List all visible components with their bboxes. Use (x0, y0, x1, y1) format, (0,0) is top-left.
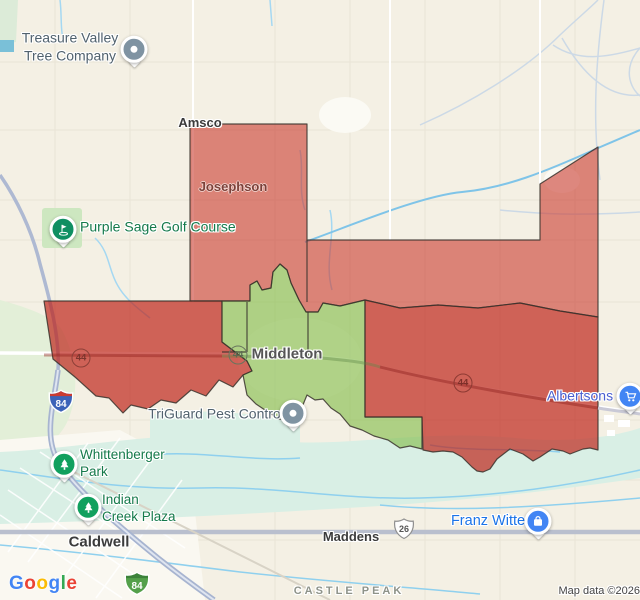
svg-text:26: 26 (399, 524, 409, 534)
place-label-maddens: Maddens (322, 528, 380, 544)
poi-pin-indian-creek[interactable] (74, 493, 102, 526)
place-label-caldwell: Caldwell (68, 533, 130, 551)
poi-label-indian-creek[interactable]: Indian Creek Plaza (102, 492, 176, 526)
place-label-amsco: Amsco (178, 114, 222, 130)
poi-pin-whittenberger[interactable] (50, 450, 78, 483)
label-line: Whittenberger (80, 447, 165, 463)
interstate-84-shield-icon: 84 (47, 389, 75, 420)
logo-letter: G (9, 573, 25, 594)
label-line: Tree Company (23, 47, 117, 63)
place-label-josephson: Josephson (198, 178, 268, 194)
logo-letter: o (24, 573, 37, 594)
poi-label-purple-sage[interactable]: Purple Sage Golf Course (80, 218, 236, 235)
poi-label-whittenberger[interactable]: Whittenberger Park (80, 447, 165, 481)
state-route-44-shield-icon: 44 (71, 348, 91, 368)
poi-pin-franz-witte[interactable] (524, 507, 552, 540)
us-26-shield-icon: 26 (393, 518, 415, 545)
state-route-44-shield-icon: 44 (453, 373, 473, 393)
park-tree-icon (74, 493, 102, 521)
label-line: Creek Plaza (102, 509, 176, 524)
poi-label-treasure-valley[interactable]: Treasure Valley Tree Company (22, 30, 118, 65)
place-label-castle-peak: CASTLE PEAK (293, 585, 405, 598)
shopping-cart-icon (616, 382, 640, 410)
territory-middleton[interactable] (221, 263, 423, 450)
poi-label-albertsons[interactable]: Albertsons (546, 387, 614, 404)
state-route-44-shield-icon: 44 (228, 345, 248, 365)
map-attribution: Map data ©2026 (558, 585, 640, 598)
logo-letter: l (60, 573, 67, 594)
poi-pin-treasure-valley[interactable] (120, 35, 148, 68)
svg-text:84: 84 (131, 581, 143, 592)
interstate-84-business-shield-icon: 84 (123, 571, 151, 600)
label-line: Park (80, 464, 108, 479)
logo-letter: g (48, 573, 61, 594)
territory-overlays (43, 123, 599, 473)
poi-label-triguard[interactable]: TriGuard Pest Control (148, 405, 284, 422)
poi-label-franz-witte[interactable]: Franz Witte (450, 512, 526, 529)
generic-poi-icon (279, 399, 307, 427)
poi-pin-triguard[interactable] (279, 399, 307, 432)
shopping-bag-icon (524, 507, 552, 535)
territory-southeast[interactable] (364, 299, 599, 473)
logo-letter: o (36, 573, 49, 594)
place-label-middleton: Middleton (251, 345, 323, 363)
logo-letter: e (66, 573, 78, 594)
golf-icon (49, 215, 77, 243)
poi-pin-albertsons[interactable] (616, 382, 640, 415)
label-line: Indian (102, 492, 139, 508)
poi-pin-purple-sage[interactable] (49, 215, 77, 248)
svg-text:84: 84 (55, 399, 67, 410)
park-tree-icon (50, 450, 78, 478)
google-logo[interactable]: Google (9, 573, 77, 595)
generic-poi-icon (120, 35, 148, 63)
label-line: Treasure Valley (21, 29, 119, 46)
